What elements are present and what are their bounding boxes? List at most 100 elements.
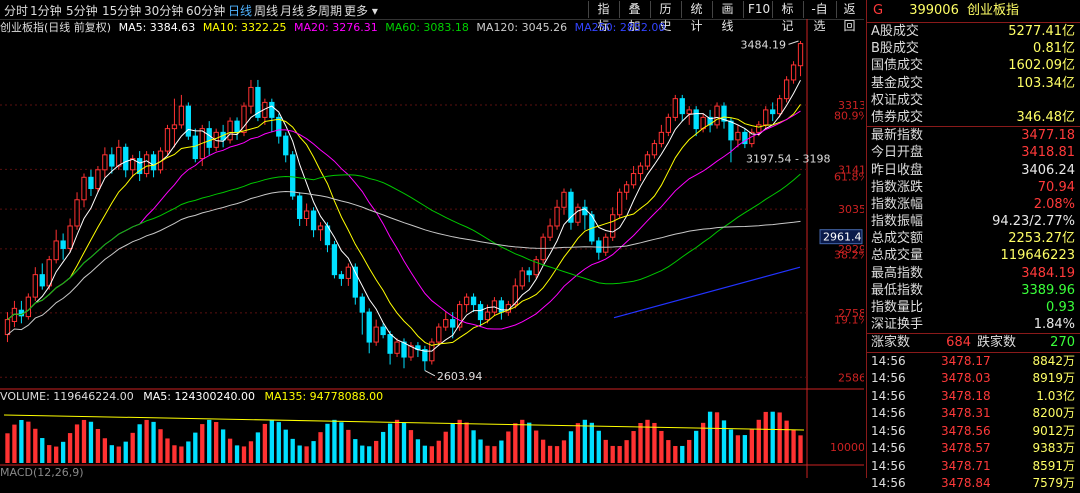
period-tab-1[interactable]: 1分钟 [30, 4, 62, 18]
candle-body [630, 173, 637, 186]
candle-body [728, 120, 734, 141]
low-pointer [424, 370, 436, 377]
tick-row[interactable]: 14:56 3478.31 8200万 [867, 405, 1080, 423]
volume-bar [700, 422, 706, 463]
volume-bar [471, 430, 476, 463]
candle-body [192, 135, 198, 160]
candle-body [81, 176, 87, 201]
tick-row[interactable]: 14:56 3478.18 1.03亿 [867, 388, 1080, 406]
toolbar-button-8[interactable]: 返回 [836, 1, 862, 33]
toolbar-button-5[interactable]: F10 [743, 1, 771, 18]
candle-body [637, 165, 644, 175]
toolbar-button-4[interactable]: 画线 [712, 1, 742, 33]
tick-volume: 9012万 [1032, 423, 1075, 438]
volume-bar [568, 431, 574, 463]
ma120-line [7, 190, 801, 335]
legend-title: 创业板指(日线 前复权) [0, 21, 112, 34]
volume-bar [652, 422, 657, 463]
period-tab-6[interactable]: 日线 [228, 4, 253, 18]
candle-body [436, 326, 442, 343]
volume-bar [763, 411, 768, 463]
candle-body [303, 210, 310, 219]
volume-bar [220, 429, 226, 463]
period-tab-2[interactable]: 5分钟 [66, 4, 98, 18]
ma20-line [7, 110, 801, 330]
candle-body [60, 240, 66, 249]
tick-row[interactable]: 14:56 3478.17 8842万 [867, 353, 1080, 371]
period-tab-0[interactable]: 分时 [4, 4, 29, 18]
volume-bar [109, 445, 114, 463]
tick-time: 14:56 [871, 458, 906, 473]
stat-value: 2.08% [1033, 196, 1075, 212]
volume-bar [561, 440, 567, 463]
period-tab-3[interactable]: 15分钟 [102, 4, 142, 18]
volume-bar [214, 422, 219, 463]
stat-label: 最高指数 [871, 265, 924, 281]
candle-body [756, 124, 762, 133]
volume-bar [638, 422, 643, 463]
toolbar-button-6[interactable]: 标记 [772, 1, 802, 33]
tick-row[interactable]: 14:56 3478.56 9012万 [867, 423, 1080, 441]
volume-bar [735, 435, 741, 463]
volume-bar [12, 424, 17, 463]
volume-bar [394, 419, 400, 463]
period-tab-5[interactable]: 60分钟 [186, 4, 226, 18]
volume-ma5: MA5: 124300240.00 [143, 390, 255, 403]
candle-body [422, 349, 428, 362]
tick-row[interactable]: 14:56 3478.03 8919万 [867, 370, 1080, 388]
turnover-row: 债券成交 346.48亿 [867, 109, 1080, 126]
toolbar-button-7[interactable]: -自选 [803, 1, 835, 33]
candle-body [498, 300, 505, 313]
period-tab-4[interactable]: 30分钟 [144, 4, 184, 18]
candle-body [380, 326, 386, 336]
tick-row[interactable]: 14:56 3478.57 9383万 [867, 440, 1080, 458]
volume-bar [276, 422, 281, 463]
candle-body [644, 154, 651, 167]
volume-bar [269, 419, 274, 463]
range-annotation: 3197.54 - 3198 [746, 153, 830, 166]
candle-body [776, 98, 783, 115]
toolbar-button-1[interactable]: 叠加 [619, 1, 649, 33]
candle-body [227, 120, 233, 141]
candle-body [234, 120, 240, 133]
volume-bar [380, 431, 386, 463]
stat-label: 今日开盘 [871, 145, 924, 161]
turnover-label: B股成交 [871, 41, 919, 57]
volume-bar [360, 445, 365, 463]
candle-body [561, 191, 567, 208]
period-tab-7[interactable]: 周线 [254, 4, 279, 18]
volume-bar [102, 438, 108, 463]
volume-bar [673, 446, 678, 463]
volume-bar [436, 440, 441, 463]
turnover-label: 国债成交 [871, 58, 924, 74]
tick-list[interactable]: 14:56 3478.17 8842万 14:56 3478.03 8919万 14:56 3… [867, 351, 1080, 493]
period-tab-8[interactable]: 月线 [280, 4, 305, 18]
volume-bar [353, 439, 358, 463]
candle-body [366, 311, 372, 343]
volume-bar [596, 430, 601, 463]
candle-body [526, 270, 532, 276]
toolbar-button-2[interactable]: 历史 [650, 1, 680, 33]
period-tab-10[interactable]: 更多 ▾ [344, 4, 378, 18]
volume-bar [367, 446, 372, 463]
volume-title: VOLUME: 119646224.00 [0, 390, 134, 403]
kline-chart[interactable]: 3313 3141 3035 2929 2758 2586 80.9% 61.8% 38.2% 1… [0, 19, 864, 478]
volume-bar [443, 431, 448, 463]
candle-body [693, 109, 699, 130]
tick-row[interactable]: 14:56 3478.71 8591万 [867, 458, 1080, 476]
stat-value: 3389.96 [1021, 282, 1075, 298]
candle-body [331, 244, 338, 276]
volume-bar [485, 445, 490, 463]
candle-body [484, 311, 491, 321]
toolbar-button-3[interactable]: 统计 [681, 1, 711, 33]
volume-bar [784, 420, 789, 463]
volume-bar [728, 429, 734, 463]
candle-body [352, 266, 358, 298]
stat-value: 3406.24 [1021, 162, 1075, 178]
tick-time: 14:56 [871, 441, 906, 456]
stat-label: 昨日收盘 [871, 162, 924, 178]
toolbar-button-0[interactable]: 指标 [588, 1, 618, 33]
volume-bar [5, 433, 10, 463]
period-tab-9[interactable]: 多周期 [306, 4, 343, 18]
candle-body [735, 131, 741, 141]
